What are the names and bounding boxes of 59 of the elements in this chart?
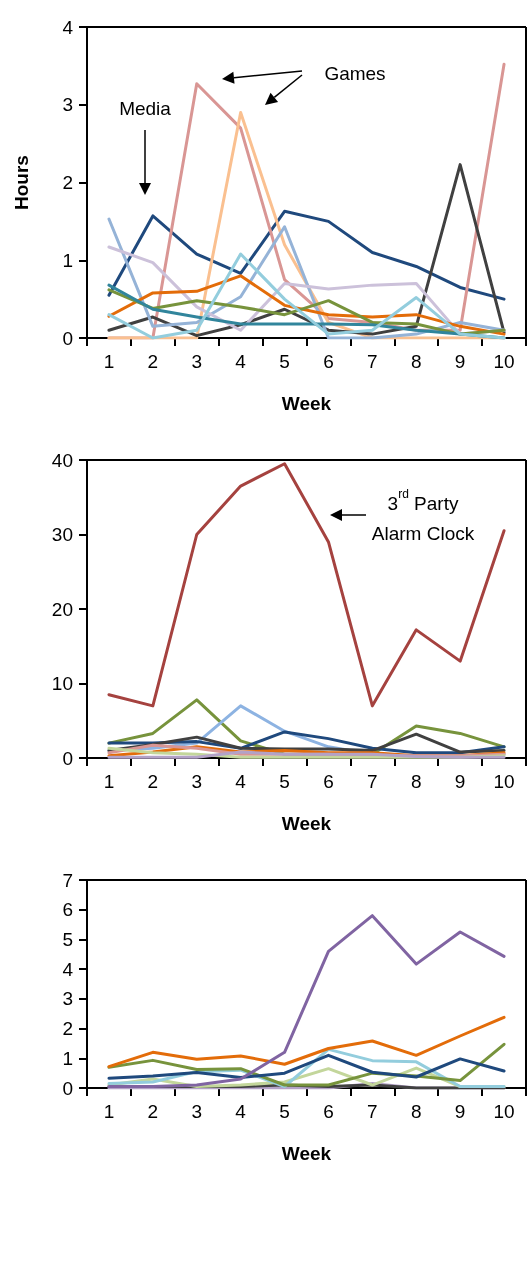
x-tick-label: 4	[235, 1101, 247, 1122]
x-tick-label: 5	[279, 771, 290, 792]
x-tick-label: 4	[235, 771, 247, 792]
y-tick-label: 1	[62, 249, 73, 271]
y-tick-label: 6	[62, 899, 73, 921]
x-tick-label: 8	[410, 351, 422, 372]
y-tick-label: 0	[62, 1077, 73, 1099]
x-tick-label: 7	[367, 771, 378, 792]
x-tick-label: 10	[493, 351, 515, 372]
y-tick-label: 7	[62, 869, 73, 891]
x-tick-label: 2	[147, 1101, 159, 1122]
x-tick-label: 10	[493, 771, 515, 792]
x-tick-label: 9	[454, 771, 466, 792]
y-tick-label: 3	[62, 988, 73, 1010]
line-series	[107, 209, 506, 301]
y-tick-label: 4	[62, 958, 74, 980]
y-tick-label: 4	[62, 16, 74, 38]
y-tick-label: 0	[62, 327, 73, 349]
x-tick-label: 4	[235, 351, 247, 372]
x-tick-label: 10	[493, 1101, 515, 1122]
x-tick-label: 3	[191, 351, 203, 372]
x-axis-title: Week	[281, 813, 332, 834]
x-tick-label: 6	[323, 351, 334, 372]
y-tick-label: 5	[62, 928, 73, 950]
x-tick-label: 1	[103, 771, 115, 792]
x-tick-label: 6	[323, 771, 334, 792]
y-tick-label: 1	[62, 1047, 73, 1069]
x-tick-label: 8	[410, 771, 422, 792]
y-tick-label: 10	[51, 673, 73, 694]
y-tick-label: 0	[62, 747, 73, 769]
y-axis-title: Hours	[11, 155, 32, 210]
y-tick-label: 2	[62, 1018, 73, 1040]
x-tick-label: 5	[279, 1101, 290, 1122]
annotation: Games	[324, 62, 386, 84]
y-tick-label: 3	[62, 94, 73, 116]
x-tick-label: 9	[454, 351, 466, 372]
annotation: Media	[119, 97, 172, 119]
y-tick-label: 30	[51, 524, 73, 545]
x-tick-label: 9	[454, 1101, 466, 1122]
x-axis-title: Week	[281, 1143, 332, 1164]
line-series	[107, 1015, 506, 1069]
x-tick-label: 3	[191, 1101, 203, 1122]
line-series	[107, 914, 506, 1089]
x-tick-label: 5	[279, 351, 290, 372]
line-series	[107, 462, 506, 708]
x-tick-label: 8	[410, 1101, 422, 1122]
y-tick-label: 2	[62, 172, 73, 193]
x-tick-label: 2	[147, 351, 159, 372]
x-tick-label: 2	[147, 771, 159, 792]
x-tick-label: 3	[191, 771, 203, 792]
x-tick-label: 6	[323, 1101, 334, 1122]
x-tick-label: 1	[103, 1101, 115, 1122]
y-tick-label: 20	[51, 598, 73, 620]
line-series	[107, 1053, 506, 1080]
x-axis-title: Week	[281, 393, 332, 414]
x-tick-label: 1	[103, 351, 115, 372]
y-tick-label: 40	[51, 449, 73, 471]
x-tick-label: 7	[367, 1101, 378, 1122]
x-tick-label: 7	[367, 351, 378, 372]
